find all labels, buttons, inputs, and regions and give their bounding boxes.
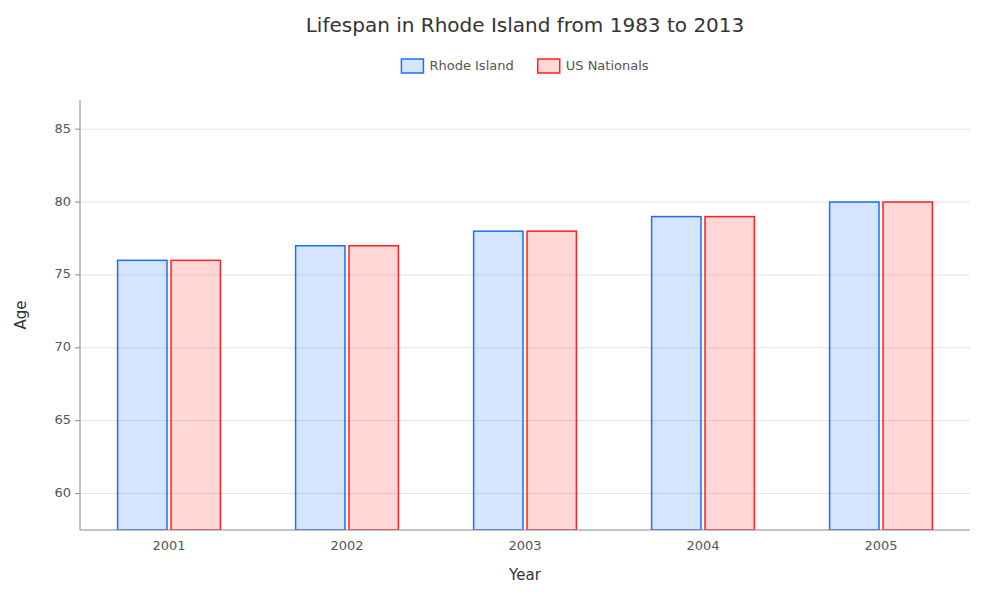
y-tick bbox=[75, 202, 80, 203]
bar bbox=[118, 260, 167, 530]
x-axis bbox=[80, 530, 970, 531]
x-tick-label: 2002 bbox=[330, 538, 363, 553]
y-tick bbox=[75, 347, 80, 348]
y-tick bbox=[75, 129, 80, 130]
legend-item: Rhode Island bbox=[401, 58, 513, 74]
bar bbox=[474, 231, 523, 530]
bar bbox=[652, 217, 701, 530]
legend-item: US Nationals bbox=[538, 58, 649, 74]
x-tick-label: 2005 bbox=[864, 538, 897, 553]
bar bbox=[705, 217, 754, 530]
y-tick-label: 70 bbox=[54, 339, 71, 354]
chart: 60 65 70 75 80 85 2001 2002 2003 2004 2005 Lifespan… bbox=[0, 0, 1000, 600]
x-tick-label: 2003 bbox=[508, 538, 541, 553]
legend-label: US Nationals bbox=[566, 58, 649, 73]
y-tick-label: 75 bbox=[54, 266, 71, 281]
bar bbox=[349, 246, 398, 530]
bar bbox=[883, 202, 932, 530]
y-tick-label: 60 bbox=[54, 485, 71, 500]
bar bbox=[296, 246, 345, 530]
bars bbox=[118, 202, 933, 530]
legend-swatch bbox=[401, 59, 423, 73]
grid-line bbox=[80, 129, 970, 130]
legend-swatch bbox=[538, 59, 560, 73]
y-axis-label: Age bbox=[12, 300, 30, 329]
y-tick-label: 65 bbox=[54, 412, 71, 427]
y-axis bbox=[80, 100, 81, 530]
bar bbox=[171, 260, 220, 530]
legend: Rhode Island US Nationals bbox=[401, 58, 648, 74]
y-tick-label: 85 bbox=[54, 121, 71, 136]
bar bbox=[830, 202, 879, 530]
x-axis-label: Year bbox=[508, 566, 542, 584]
legend-label: Rhode Island bbox=[429, 58, 513, 73]
chart-container: 60 65 70 75 80 85 2001 2002 2003 2004 2005 Lifespan… bbox=[0, 0, 1000, 600]
y-tick bbox=[75, 420, 80, 421]
x-tick-label: 2001 bbox=[152, 538, 185, 553]
y-tick-label: 80 bbox=[54, 194, 71, 209]
y-tick bbox=[75, 274, 80, 275]
bar bbox=[527, 231, 576, 530]
y-tick bbox=[75, 493, 80, 494]
title: Lifespan in Rhode Island from 1983 to 20… bbox=[306, 13, 745, 37]
x-tick-label: 2004 bbox=[686, 538, 719, 553]
